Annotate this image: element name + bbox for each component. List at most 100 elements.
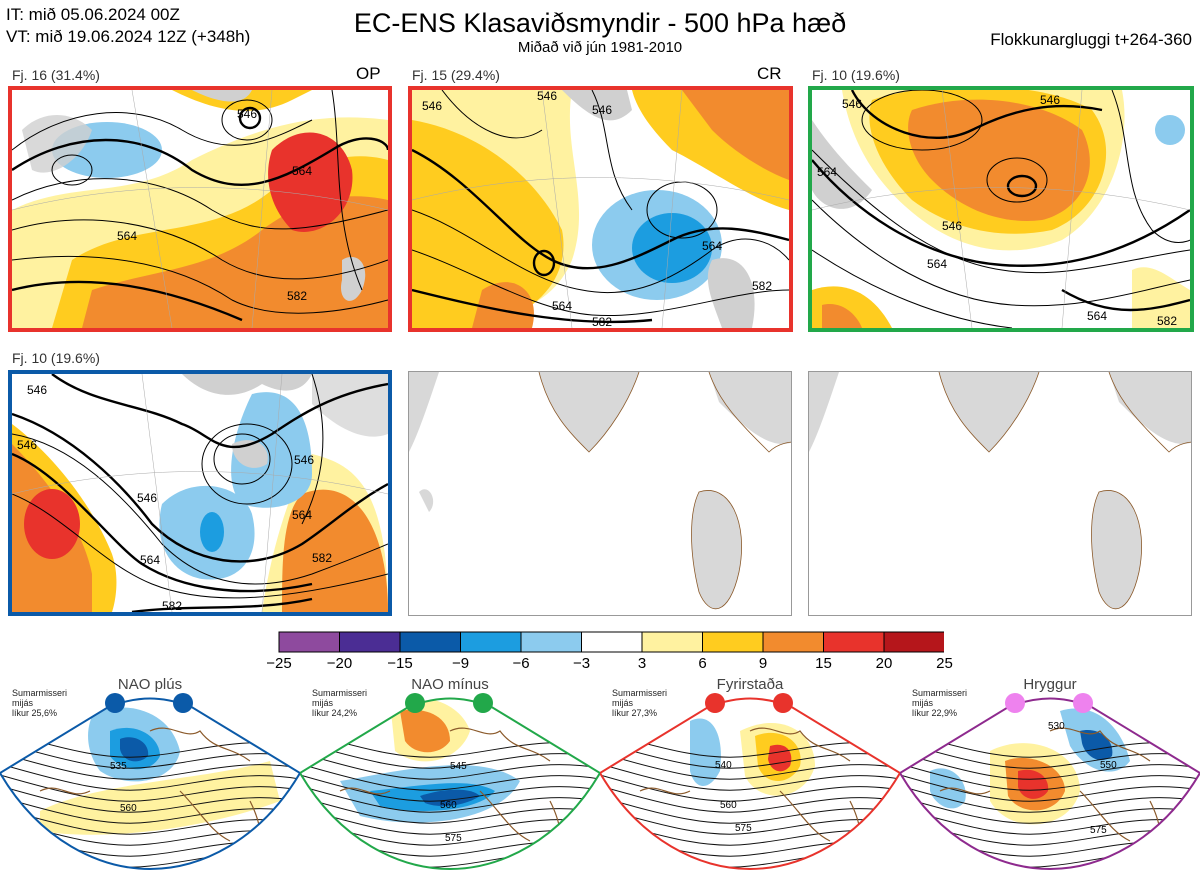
- contour-label: 564: [817, 165, 837, 179]
- regime-title: Hryggur: [1023, 676, 1077, 693]
- height-contour: [0, 785, 300, 813]
- colorbar-tick-label: 20: [875, 655, 893, 672]
- colorbar-tick-label: 3: [637, 655, 647, 672]
- height-contour: [600, 796, 900, 824]
- panel-4-label: Fj. 10 (19.6%): [12, 350, 100, 366]
- regime-note-line: mijás: [12, 698, 34, 708]
- regime-contour-label: 575: [445, 833, 462, 844]
- height-contour: [0, 763, 300, 791]
- page-title: EC-ENS Klasaviðsmyndir - 500 hPa hæð: [353, 8, 847, 38]
- cluster-map-1: 546 564 564 582: [8, 86, 392, 332]
- regime-note: Sumarmisseri mijás líkur 25,6%: [12, 688, 67, 718]
- height-contour: [900, 829, 1200, 857]
- colorbar-swatch: [278, 631, 340, 653]
- regime-note: Sumarmisseri mijás líkur 27,3%: [612, 688, 667, 718]
- height-contour: [600, 785, 900, 813]
- regime-note-line: Sumarmisseri: [912, 688, 968, 698]
- regime-frame: [600, 697, 900, 871]
- regime-note-line: mijás: [912, 698, 934, 708]
- regime-note-line: Sumarmisseri: [312, 688, 368, 698]
- contour-label: 582: [287, 289, 307, 303]
- regime-title: NAO plús: [117, 676, 183, 693]
- height-contour: [300, 796, 600, 824]
- contour-label: 564: [927, 257, 947, 271]
- height-contour: [900, 796, 1200, 824]
- regime-contour-label: 540: [715, 760, 732, 771]
- colorbar-tick-label: −9: [451, 655, 470, 672]
- regime-contour-label: 535: [110, 761, 127, 772]
- height-contour: [0, 774, 300, 802]
- contour-label: 564: [702, 239, 722, 253]
- regime-note-line: Sumarmisseri: [12, 688, 68, 698]
- colorbar-swatch: [399, 631, 461, 653]
- panel-2-label: Fj. 15 (29.4%): [412, 67, 500, 83]
- regime-contour-label: 560: [120, 803, 137, 814]
- contour-label: 546: [942, 219, 962, 233]
- colorbar-tick-label: 15: [815, 655, 832, 672]
- regime-note-line: líkur 27,3%: [612, 708, 658, 718]
- empty-map-6: [808, 371, 1192, 616]
- panel-3-label: Fj. 10 (19.6%): [812, 67, 900, 83]
- regime-marker: [1073, 693, 1093, 713]
- anomaly-area: [420, 789, 480, 807]
- contour-label: 546: [537, 90, 557, 103]
- height-contour: [600, 763, 900, 791]
- regime-note-line: mijás: [312, 698, 334, 708]
- regime-contour-label: 530: [1048, 721, 1065, 732]
- height-contour: [300, 752, 600, 780]
- regime-note-line: mijás: [612, 698, 634, 708]
- regime-title: NAO mínus: [411, 676, 489, 693]
- height-contour: [300, 818, 600, 846]
- contour-label: 564: [140, 553, 160, 567]
- height-contour: [300, 840, 600, 868]
- contour-label: 564: [292, 164, 312, 178]
- cluster-map-2: 546 546 546 564 564 582 582: [408, 86, 793, 332]
- regime-note: Sumarmisseri mijás líkur 24,2%: [312, 688, 367, 718]
- regime-note-line: líkur 24,2%: [312, 708, 358, 718]
- anomaly-area: [1080, 730, 1113, 761]
- contour-label: 546: [422, 99, 442, 113]
- anomaly-area: [40, 761, 280, 835]
- panel-2-regime-code: CR: [757, 64, 782, 83]
- colorbar-swatch: [460, 631, 522, 653]
- height-contour: [300, 741, 600, 769]
- regime-map: 545 560 575: [300, 693, 600, 871]
- regime-map: 535 560: [0, 693, 300, 871]
- regime-contour-label: 550: [1100, 760, 1117, 771]
- regime-frame: [300, 697, 600, 871]
- contour-label: 582: [162, 599, 182, 612]
- contour-label: 582: [312, 551, 332, 565]
- regime-marker: [1005, 693, 1025, 713]
- colorbar-tick-label: 9: [758, 655, 768, 672]
- colorbar-tick-label: −15: [387, 655, 413, 672]
- height-contour: [600, 807, 900, 835]
- height-contour: [900, 752, 1200, 780]
- contour-label: 546: [592, 103, 612, 117]
- regime-note-line: líkur 25,6%: [12, 708, 58, 718]
- regime-marker: [473, 693, 493, 713]
- height-contour: [600, 741, 900, 769]
- contour-label: 546: [27, 383, 47, 397]
- regime-contour-label: 560: [440, 800, 457, 811]
- height-contour: [900, 818, 1200, 846]
- regime-marker: [173, 693, 193, 713]
- height-contour: [0, 840, 300, 868]
- panel-1-label: Fj. 16 (31.4%): [12, 67, 100, 83]
- height-contour: [0, 741, 300, 769]
- height-contour: [900, 763, 1200, 791]
- init-time: IT: mið 05.06.2024 00Z: [6, 5, 180, 24]
- height-contour: [600, 774, 900, 802]
- colorbar-swatch: [762, 631, 824, 653]
- anomaly-area: [400, 709, 450, 753]
- coastline: [639, 727, 861, 862]
- height-contour: [600, 818, 900, 846]
- contour-label: 564: [552, 299, 572, 313]
- height-contour: [300, 785, 600, 813]
- height-contour: [0, 796, 300, 824]
- colorbar-swatch: [520, 631, 582, 653]
- regime-frame: [900, 697, 1200, 871]
- contour-label: 546: [237, 107, 257, 121]
- colorbar-tick-label: −20: [326, 655, 353, 672]
- contour-label: 582: [592, 315, 612, 328]
- regime-marker: [773, 693, 793, 713]
